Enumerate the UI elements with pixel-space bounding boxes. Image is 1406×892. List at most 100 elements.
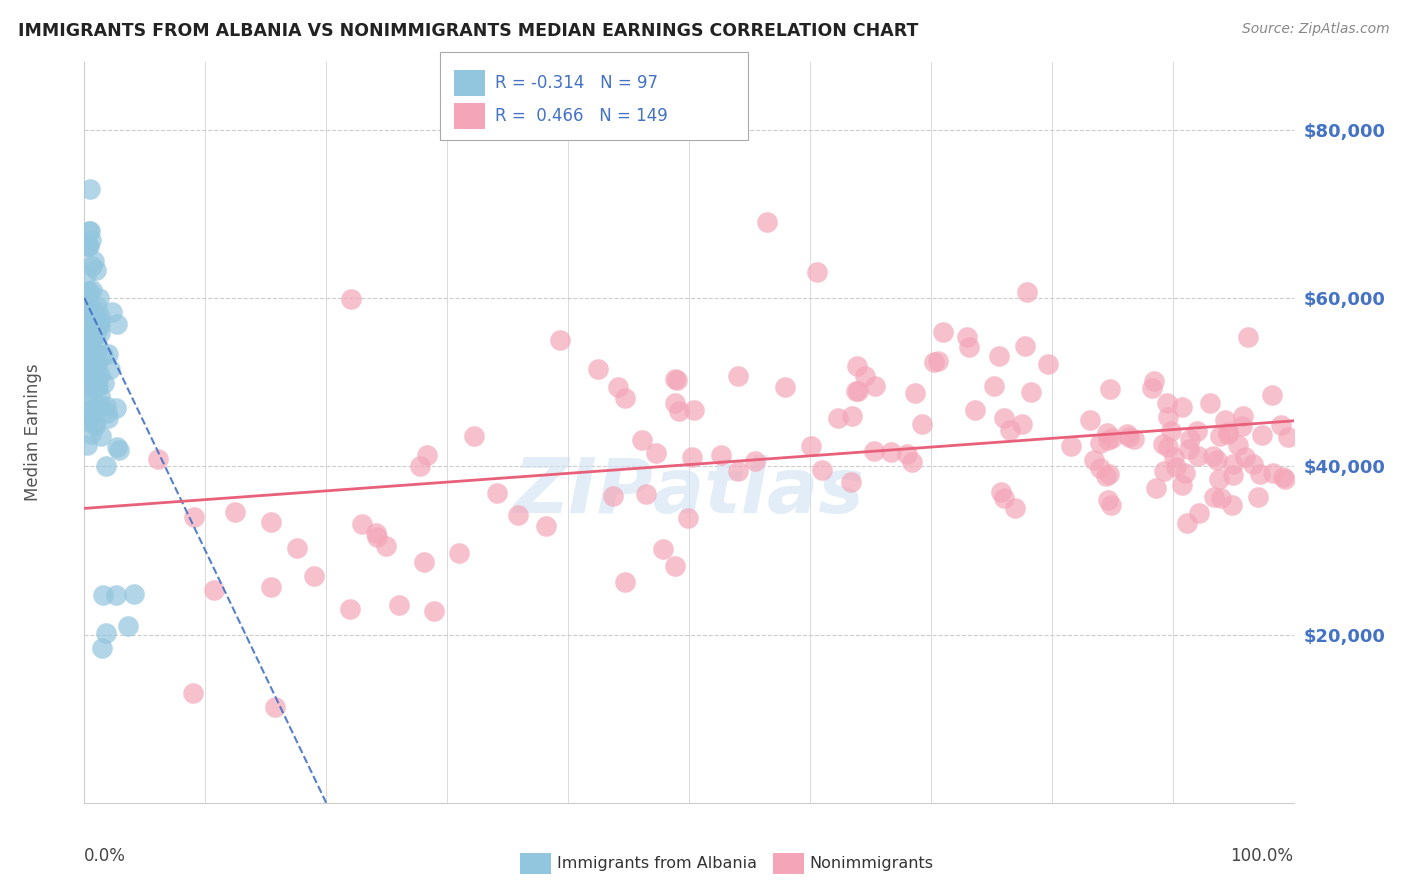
Text: R = -0.314   N = 97: R = -0.314 N = 97 <box>495 74 658 92</box>
Point <box>922 355 945 369</box>
Point <box>259 580 281 594</box>
Point <box>183 509 205 524</box>
Point <box>75 347 97 361</box>
Point <box>644 446 666 460</box>
Point <box>1177 442 1199 457</box>
Point <box>83 396 105 410</box>
Point <box>76 329 98 343</box>
Point <box>827 410 849 425</box>
Point <box>122 587 145 601</box>
Point <box>447 546 470 560</box>
Point <box>800 439 823 453</box>
Point <box>94 459 117 474</box>
Point <box>683 403 706 417</box>
Point <box>879 444 901 458</box>
Point <box>1095 425 1118 440</box>
Point <box>1218 425 1240 439</box>
Point <box>841 409 863 424</box>
Point <box>82 362 104 376</box>
Point <box>80 361 103 376</box>
Point <box>75 268 97 282</box>
Point <box>811 462 834 476</box>
Point <box>84 263 107 277</box>
Point <box>409 458 432 473</box>
Point <box>86 378 108 392</box>
Point <box>1230 419 1253 434</box>
Point <box>1170 401 1192 415</box>
Point <box>97 347 120 361</box>
Point <box>1208 472 1230 486</box>
Point <box>79 351 101 366</box>
Point <box>1213 413 1236 427</box>
Point <box>98 362 121 376</box>
Point <box>1171 477 1194 491</box>
Point <box>1232 409 1254 423</box>
Point <box>77 309 100 323</box>
Point <box>83 368 105 382</box>
Point <box>665 373 688 387</box>
Point <box>80 260 103 274</box>
Point <box>1060 439 1083 453</box>
Point <box>863 379 886 393</box>
Point <box>1011 417 1033 431</box>
Point <box>1188 506 1211 520</box>
Point <box>89 310 111 325</box>
Point <box>678 511 700 525</box>
Point <box>79 368 101 382</box>
Point <box>1202 490 1225 504</box>
Point <box>89 318 111 333</box>
Text: R =  0.466   N = 149: R = 0.466 N = 149 <box>495 107 668 125</box>
Point <box>710 449 733 463</box>
Point <box>993 411 1015 425</box>
Point <box>75 351 97 365</box>
Point <box>1237 330 1260 344</box>
Point <box>77 238 100 252</box>
Point <box>75 348 97 362</box>
Text: 0.0%: 0.0% <box>84 847 127 865</box>
Point <box>1152 436 1174 450</box>
Point <box>181 686 204 700</box>
Point <box>82 330 104 344</box>
Point <box>387 599 409 613</box>
Point <box>96 625 118 640</box>
Point <box>75 347 97 361</box>
Point <box>682 450 704 464</box>
Point <box>744 453 766 467</box>
Point <box>76 239 98 253</box>
Point <box>87 315 110 329</box>
Point <box>76 362 98 376</box>
Point <box>87 291 110 305</box>
Point <box>1164 459 1187 474</box>
Point <box>304 569 326 583</box>
Point <box>550 333 572 347</box>
Point <box>1015 285 1038 299</box>
Point <box>588 362 610 376</box>
Point <box>101 305 124 319</box>
Point <box>75 350 97 364</box>
Point <box>75 381 97 395</box>
Point <box>77 334 100 349</box>
Point <box>86 300 108 314</box>
Point <box>1180 432 1202 446</box>
Point <box>89 388 111 402</box>
Point <box>148 451 170 466</box>
Point <box>727 464 749 478</box>
Point <box>664 396 686 410</box>
Point <box>86 373 108 387</box>
Point <box>1274 472 1296 486</box>
Point <box>1261 466 1284 480</box>
Point <box>117 618 139 632</box>
Point <box>75 410 97 425</box>
Point <box>96 399 118 413</box>
Point <box>339 602 361 616</box>
Point <box>1209 491 1232 506</box>
Point <box>75 353 97 368</box>
Point <box>1036 358 1059 372</box>
Point <box>668 404 690 418</box>
Text: ZIP​atlas: ZIP​atlas <box>513 455 865 529</box>
Point <box>366 530 388 544</box>
Point <box>1014 339 1036 353</box>
Point <box>352 517 374 532</box>
Point <box>1175 516 1198 531</box>
Point <box>86 324 108 338</box>
